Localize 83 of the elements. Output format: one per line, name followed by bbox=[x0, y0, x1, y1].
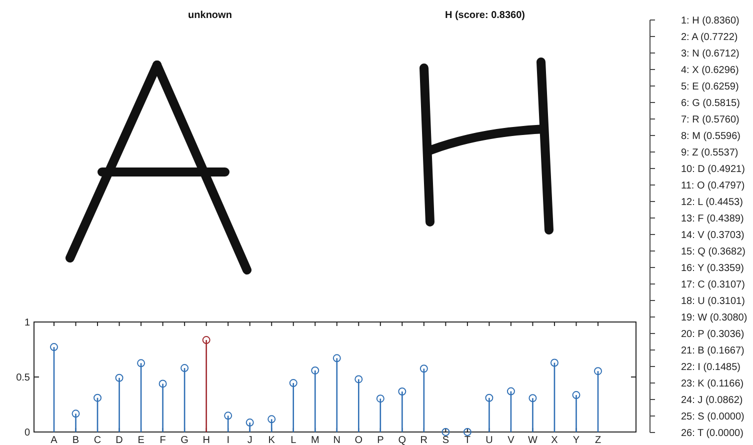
point bbox=[572, 391, 580, 400]
point bbox=[115, 374, 124, 382]
x-tick-label: G bbox=[180, 435, 189, 445]
text: 6: G (0.5815) bbox=[681, 98, 740, 109]
x-tick-label: Y bbox=[572, 435, 580, 445]
x-tick-label: B bbox=[72, 435, 80, 445]
point bbox=[485, 394, 494, 402]
point bbox=[398, 388, 406, 396]
text: 25: S (0.0000) bbox=[681, 412, 744, 422]
point bbox=[268, 415, 276, 424]
x-tick-label: F bbox=[160, 435, 166, 445]
text: 16: Y (0.3359) bbox=[681, 263, 744, 274]
text: unknown bbox=[188, 10, 232, 21]
text: 20: P (0.3036) bbox=[681, 329, 744, 340]
point bbox=[224, 412, 232, 420]
x-tick-label: Q bbox=[398, 435, 406, 445]
text: 12: L (0.4453) bbox=[681, 197, 743, 208]
x-tick-label: L bbox=[290, 435, 297, 445]
text: 5: E (0.6259) bbox=[681, 82, 739, 92]
x-tick-label: P bbox=[377, 435, 384, 445]
point bbox=[94, 394, 102, 402]
text: 10: D (0.4921) bbox=[681, 164, 745, 175]
text: 21: B (0.1667) bbox=[681, 346, 744, 356]
text: 17: C (0.3107) bbox=[681, 280, 745, 290]
x-tick-label: Z bbox=[594, 435, 602, 445]
point bbox=[158, 380, 167, 388]
point bbox=[420, 364, 428, 373]
text: 26: T (0.0000) bbox=[681, 428, 744, 439]
x-tick-label: C bbox=[94, 435, 102, 445]
x-tick-label: E bbox=[138, 435, 145, 445]
x-tick-label: V bbox=[508, 435, 515, 445]
x-tick-label: D bbox=[116, 435, 123, 445]
point bbox=[180, 364, 189, 372]
point bbox=[50, 343, 58, 352]
x-tick-label: A bbox=[50, 435, 58, 445]
point bbox=[550, 358, 558, 367]
text: 13: F (0.4389) bbox=[681, 214, 744, 224]
x-tick-label: M bbox=[310, 435, 320, 445]
x-tick-label: U bbox=[486, 435, 493, 445]
text: 4: X (0.6296) bbox=[681, 65, 739, 76]
y-tick-label: 1 bbox=[24, 318, 30, 328]
y-tick-label: 0.5 bbox=[16, 372, 30, 384]
text: 15: Q (0.3682) bbox=[681, 246, 746, 258]
text: 24: J (0.0862) bbox=[681, 395, 743, 406]
x-tick-label: O bbox=[354, 435, 363, 445]
point bbox=[289, 379, 298, 388]
point bbox=[376, 394, 384, 403]
text: 8: M (0.5596) bbox=[681, 131, 740, 142]
point bbox=[311, 366, 320, 374]
x-tick-label: W bbox=[528, 435, 538, 445]
point bbox=[354, 375, 363, 384]
x-tick-label: H bbox=[202, 435, 210, 445]
text: 2: A (0.7722) bbox=[681, 32, 738, 43]
text: 23: K (0.1166) bbox=[681, 378, 744, 390]
text: 7: R (0.5760) bbox=[681, 114, 740, 126]
text: H (score: 0.8360) bbox=[444, 10, 526, 21]
point bbox=[137, 359, 146, 368]
point bbox=[506, 387, 515, 396]
point bbox=[332, 354, 341, 362]
x-tick-label: I bbox=[226, 435, 230, 445]
x-tick-label: J bbox=[247, 435, 252, 445]
x-tick-label: X bbox=[551, 435, 558, 445]
x-tick-label: T bbox=[464, 435, 470, 445]
text: 22: I (0.1485) bbox=[681, 362, 740, 373]
y-tick-label: 0 bbox=[24, 428, 30, 438]
point bbox=[528, 394, 537, 402]
x-tick-label: K bbox=[268, 435, 276, 445]
text: 9: Z (0.5537) bbox=[681, 148, 738, 158]
text: 3: N (0.6712) bbox=[681, 48, 740, 60]
text: 14: V (0.3703) bbox=[681, 230, 744, 241]
text: 18: U (0.3101) bbox=[681, 296, 745, 307]
point bbox=[442, 428, 450, 436]
point bbox=[463, 428, 472, 436]
x-tick-label: S bbox=[442, 435, 450, 445]
point bbox=[594, 367, 602, 376]
text: 11: O (0.4797) bbox=[681, 180, 745, 192]
point bbox=[72, 410, 80, 418]
point bbox=[246, 418, 254, 427]
x-tick-label: N bbox=[333, 435, 340, 445]
text: 19: W (0.3080) bbox=[681, 312, 748, 324]
text: 1: H (0.8360) bbox=[681, 16, 740, 26]
point bbox=[202, 336, 210, 344]
x-tick-label: R bbox=[420, 435, 428, 445]
